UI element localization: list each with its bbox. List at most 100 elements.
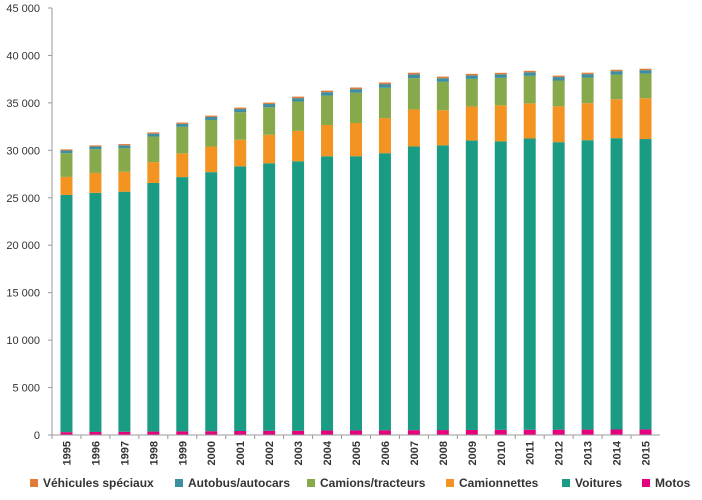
legend-label: Camionnettes — [459, 476, 539, 490]
legend-swatch — [307, 479, 315, 487]
x-tick-label: 2005 — [351, 441, 363, 465]
bar-segment — [263, 430, 276, 435]
bar-segment — [610, 99, 623, 139]
bar-segment — [465, 75, 478, 79]
x-tick-label: 2003 — [293, 441, 305, 465]
bar-segment — [234, 107, 247, 110]
bar-segment — [639, 139, 652, 430]
bar-segment — [436, 145, 449, 431]
bar-segment — [205, 116, 218, 120]
bar-segment — [147, 162, 160, 183]
legend-swatch — [30, 479, 38, 487]
legend-swatch — [642, 479, 650, 487]
bar-segment — [494, 105, 507, 142]
x-tick-label: 2011 — [525, 441, 537, 465]
bar-segment — [118, 171, 131, 192]
y-tick-label: 5 000 — [12, 383, 40, 395]
bar-segment — [234, 109, 247, 113]
bar-segment — [350, 430, 362, 435]
x-tick-label: 1996 — [90, 441, 102, 465]
bar-segment — [205, 146, 218, 173]
bar-segment — [176, 177, 189, 432]
bar-segment — [436, 81, 449, 111]
bar-segment — [523, 75, 536, 104]
x-tick-label: 2009 — [467, 441, 479, 465]
bar-segment — [552, 80, 565, 107]
bar-segment — [465, 73, 478, 76]
bar-segment — [89, 431, 102, 435]
bar-segment — [60, 432, 73, 435]
x-tick-label: 1995 — [61, 441, 73, 465]
bar-segment — [147, 431, 160, 435]
x-tick-label: 1997 — [119, 441, 131, 465]
bar-segment — [407, 109, 420, 147]
x-tick-label: 2008 — [438, 441, 450, 465]
bar-segment — [465, 78, 478, 107]
bar-segment — [552, 142, 565, 430]
bar-segment — [581, 77, 594, 104]
bars — [60, 68, 652, 435]
legend-item: Véhicules spéciaux — [30, 476, 154, 490]
x-tick-label: 2007 — [409, 441, 421, 465]
legend-item: Motos — [642, 476, 690, 490]
bar-segment — [378, 84, 391, 88]
y-tick-label: 25 000 — [6, 193, 40, 205]
bar-segment — [552, 429, 565, 435]
bar-segment — [436, 430, 449, 435]
legend-label: Voitures — [575, 476, 623, 490]
bar-segment — [292, 101, 305, 131]
bar-segment — [89, 172, 102, 193]
bar-segment — [118, 144, 131, 146]
bar-segment — [205, 172, 218, 432]
bar-segment — [494, 72, 507, 75]
bar-segment — [494, 74, 507, 78]
y-tick-label: 10 000 — [6, 335, 40, 347]
bar-segment — [436, 78, 449, 82]
bar-segment — [581, 72, 594, 75]
bar-segment — [321, 124, 334, 157]
bar-segment — [350, 87, 362, 90]
bar-segment — [89, 149, 102, 173]
bar-segment — [89, 146, 102, 150]
x-tick-label: 2012 — [554, 441, 566, 465]
x-axis-ticks: 1995 1996 1997 1998 1999 2000 2001 2002 2003 2004… — [51, 435, 653, 465]
legend-item: Autobus/autocars — [175, 476, 290, 490]
y-tick-label: 0 — [34, 430, 40, 442]
x-tick-label: 2010 — [496, 441, 508, 465]
x-tick-label: 1999 — [177, 441, 189, 465]
legend-label: Autobus/autocars — [188, 476, 291, 490]
bar-segment — [263, 102, 276, 105]
bar-segment — [176, 126, 189, 154]
bar-segment — [118, 148, 131, 172]
bar-segment — [321, 90, 334, 93]
bar-segment — [378, 118, 391, 154]
bar-segment — [639, 70, 652, 74]
bar-segment — [147, 182, 160, 432]
legend-item: Camionnettes — [446, 476, 538, 490]
legend-swatch — [562, 479, 570, 487]
y-tick-label: 35 000 — [6, 98, 40, 110]
bar-segment — [292, 130, 305, 162]
bar-segment — [552, 75, 565, 78]
y-tick-label: 20 000 — [6, 240, 40, 252]
bar-segment — [60, 153, 73, 177]
bar-segment — [147, 136, 160, 163]
bar-segment — [60, 149, 73, 151]
bar-segment — [118, 431, 131, 435]
x-tick-label: 2001 — [235, 441, 247, 465]
bar-segment — [234, 139, 247, 167]
legend-swatch — [446, 479, 454, 487]
bar-segment — [494, 77, 507, 106]
bar-segment — [523, 429, 536, 435]
bar-segment — [350, 123, 362, 157]
bar-segment — [263, 107, 276, 135]
bar-segment — [263, 134, 276, 164]
bar-segment — [407, 146, 420, 431]
bar-segment — [292, 98, 305, 102]
bar-segment — [523, 72, 536, 76]
bar-segment — [378, 430, 391, 435]
bar-segment — [60, 176, 73, 195]
legend-swatch — [175, 479, 183, 487]
bar-segment — [610, 74, 623, 100]
